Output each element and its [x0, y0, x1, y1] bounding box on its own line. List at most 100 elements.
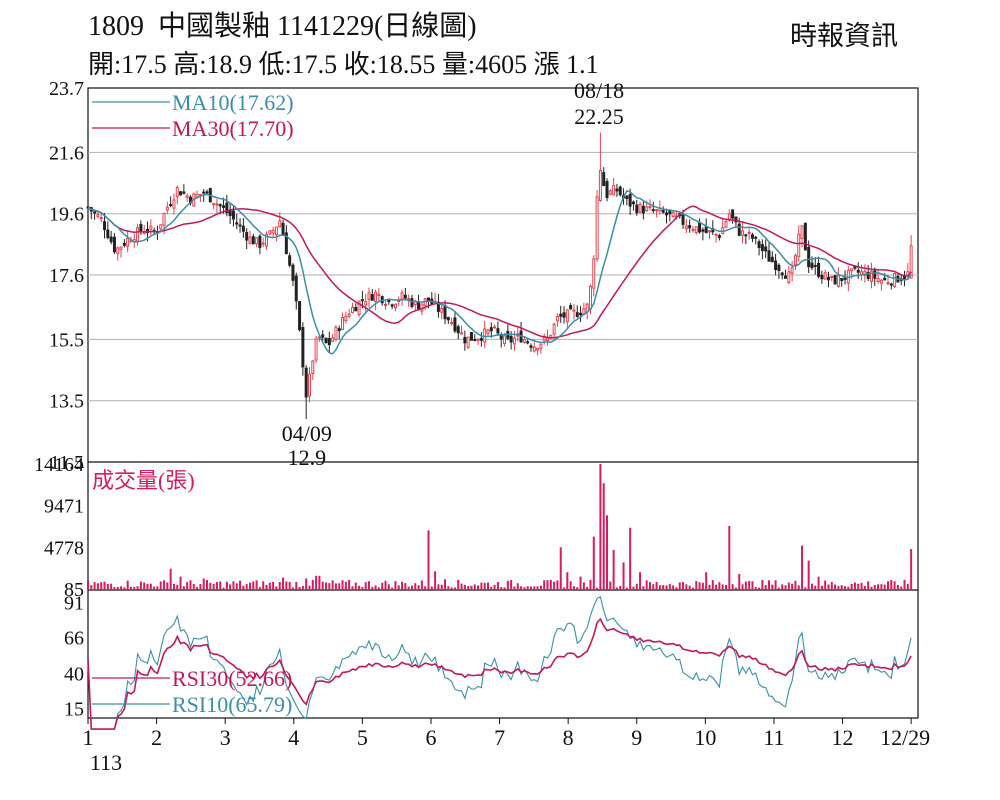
volume-bar: [602, 483, 605, 590]
volume-bar: [387, 584, 390, 590]
volume-bar: [202, 578, 205, 590]
candle-body: [278, 220, 282, 228]
volume-bar: [668, 583, 671, 590]
volume-bar: [460, 583, 463, 590]
x-tick-label: 9: [631, 725, 642, 750]
volume-bar: [371, 586, 374, 590]
candle-body: [608, 190, 612, 195]
volume-bar: [744, 581, 747, 590]
candle-body: [453, 317, 457, 332]
volume-bar: [397, 585, 400, 590]
candle-body: [377, 293, 381, 296]
volume-bar: [893, 581, 896, 590]
volume-bar: [477, 585, 480, 590]
volume-bar: [248, 582, 251, 590]
candle-body: [539, 343, 543, 349]
volume-bar: [407, 586, 410, 590]
candle-body: [903, 275, 907, 280]
volume-bar: [506, 580, 509, 590]
volume-bar: [417, 585, 420, 590]
volume-bar: [245, 584, 248, 590]
candle-body: [780, 272, 784, 276]
volume-bar: [652, 584, 655, 590]
x-tick-label: 6: [425, 725, 436, 750]
volume-bar: [804, 587, 807, 590]
volume-bar: [566, 572, 569, 590]
volume-bar: [493, 584, 496, 590]
volume-bar: [325, 582, 328, 590]
volume-bar: [265, 584, 268, 590]
volume-bar: [754, 587, 757, 590]
volume-bar: [487, 582, 489, 590]
volume-bar: [844, 586, 847, 590]
volume-bar: [96, 583, 99, 590]
volume-bar: [483, 582, 486, 590]
legend-ma10: MA10(17.62): [172, 90, 294, 115]
volume-bar: [410, 585, 413, 590]
candle-body: [681, 214, 685, 225]
rsi-tick-label: 15: [64, 698, 84, 720]
volume-bar: [903, 579, 906, 590]
volume-bar: [662, 585, 665, 590]
volume-bar: [900, 586, 903, 590]
candle-body: [215, 203, 219, 206]
volume-bar: [391, 587, 394, 590]
candle-body: [843, 277, 847, 280]
candle-body: [284, 232, 288, 255]
volume-bar: [741, 584, 744, 590]
candle-body: [572, 309, 576, 312]
candle-body: [648, 206, 652, 209]
volume-bar: [536, 586, 539, 590]
volume-bar: [420, 580, 423, 590]
candle-body: [298, 301, 302, 331]
volume-bar: [728, 525, 731, 590]
candle-body: [400, 292, 404, 300]
candle-body: [218, 204, 222, 207]
candle-body: [324, 337, 328, 343]
candle-body: [179, 191, 183, 196]
candle-body: [307, 373, 311, 397]
candle-body: [106, 229, 110, 239]
volume-bar: [658, 585, 661, 590]
volume-bar: [328, 583, 331, 590]
x-tick-label: 5: [357, 725, 368, 750]
candle-body: [817, 262, 821, 277]
candle-body: [476, 338, 480, 341]
candle-body: [149, 225, 153, 230]
volume-bar: [824, 580, 827, 590]
volume-bar: [480, 582, 483, 590]
volume-bar: [777, 587, 780, 590]
x-tick-label: 7: [494, 725, 505, 750]
volume-bar: [133, 586, 136, 590]
volume-bar: [612, 549, 615, 590]
volume-bar: [404, 583, 407, 590]
candle-body: [489, 327, 493, 332]
volume-bar: [298, 586, 301, 590]
legend-ma30: MA30(17.70): [172, 116, 294, 141]
candle-body: [99, 217, 103, 220]
candle-body: [559, 313, 563, 317]
volume-bar: [639, 572, 642, 590]
volume-bar: [182, 586, 185, 590]
volume-bar: [748, 580, 751, 590]
candle-body: [119, 246, 123, 250]
volume-bar: [282, 577, 285, 590]
price-tick-label: 17.6: [49, 265, 84, 287]
volume-bar: [529, 586, 532, 590]
volume-bar: [840, 585, 843, 590]
volume-bar: [725, 584, 728, 590]
candle-body: [436, 301, 440, 312]
candle-body: [337, 328, 341, 332]
candle-body: [473, 339, 477, 342]
candle-body: [175, 186, 179, 198]
volume-bar: [705, 572, 708, 590]
price-tick-label: 15.5: [49, 329, 84, 351]
candle-body: [592, 258, 596, 289]
volume-bar: [629, 527, 632, 590]
candle-body: [879, 279, 883, 284]
volume-bar: [576, 587, 579, 590]
volume-bar: [301, 586, 304, 590]
volume-tick-label: 14164: [34, 454, 84, 476]
volume-bar: [100, 582, 103, 590]
